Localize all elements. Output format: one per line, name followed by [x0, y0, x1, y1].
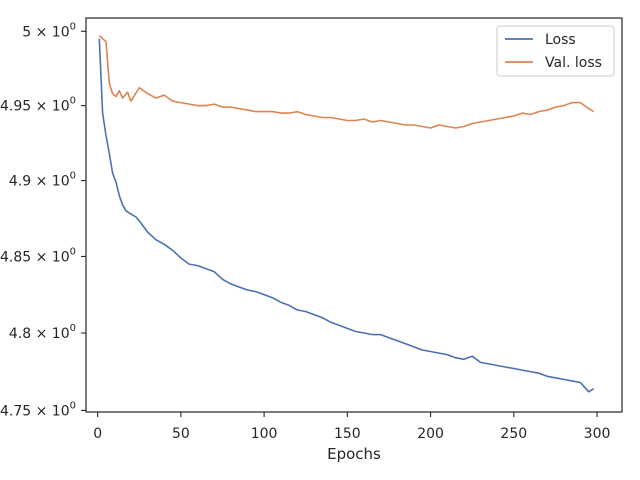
- x-tick-label-5: 250: [500, 426, 527, 442]
- series-line-0: [98, 38, 595, 393]
- x-tick-label-6: 300: [584, 426, 611, 442]
- axes-frame: [85, 17, 623, 413]
- legend: Loss Val. loss: [496, 25, 615, 77]
- series-line-1: [98, 35, 595, 129]
- plot-area: [98, 35, 595, 393]
- x-axis-label: Epochs: [327, 445, 381, 463]
- legend-label-0: Loss: [545, 32, 576, 48]
- y-axis-ticks: 4.75 × 100 4.8 × 100 4.85 × 100 4.9 × 100 4.…: [0, 21, 86, 419]
- y-tick-label-5: 5 × 100: [22, 21, 76, 40]
- y-tick-label-3: 4.9 × 100: [9, 171, 76, 190]
- y-tick-label-1: 4.8 × 100: [9, 323, 76, 342]
- x-tick-label-2: 100: [251, 426, 278, 442]
- x-axis-ticks: 0 50 100 150 200 250 300: [93, 412, 610, 442]
- x-tick-label-0: 0: [93, 426, 102, 442]
- x-tick-label-1: 50: [172, 426, 190, 442]
- y-tick-label-4: 4.95 × 100: [0, 96, 76, 115]
- x-tick-label-4: 200: [417, 426, 444, 442]
- y-tick-label-2: 4.85 × 100: [0, 246, 76, 265]
- legend-label-1: Val. loss: [545, 55, 602, 71]
- y-tick-label-0: 4.75 × 100: [0, 400, 76, 419]
- x-tick-label-3: 150: [334, 426, 361, 442]
